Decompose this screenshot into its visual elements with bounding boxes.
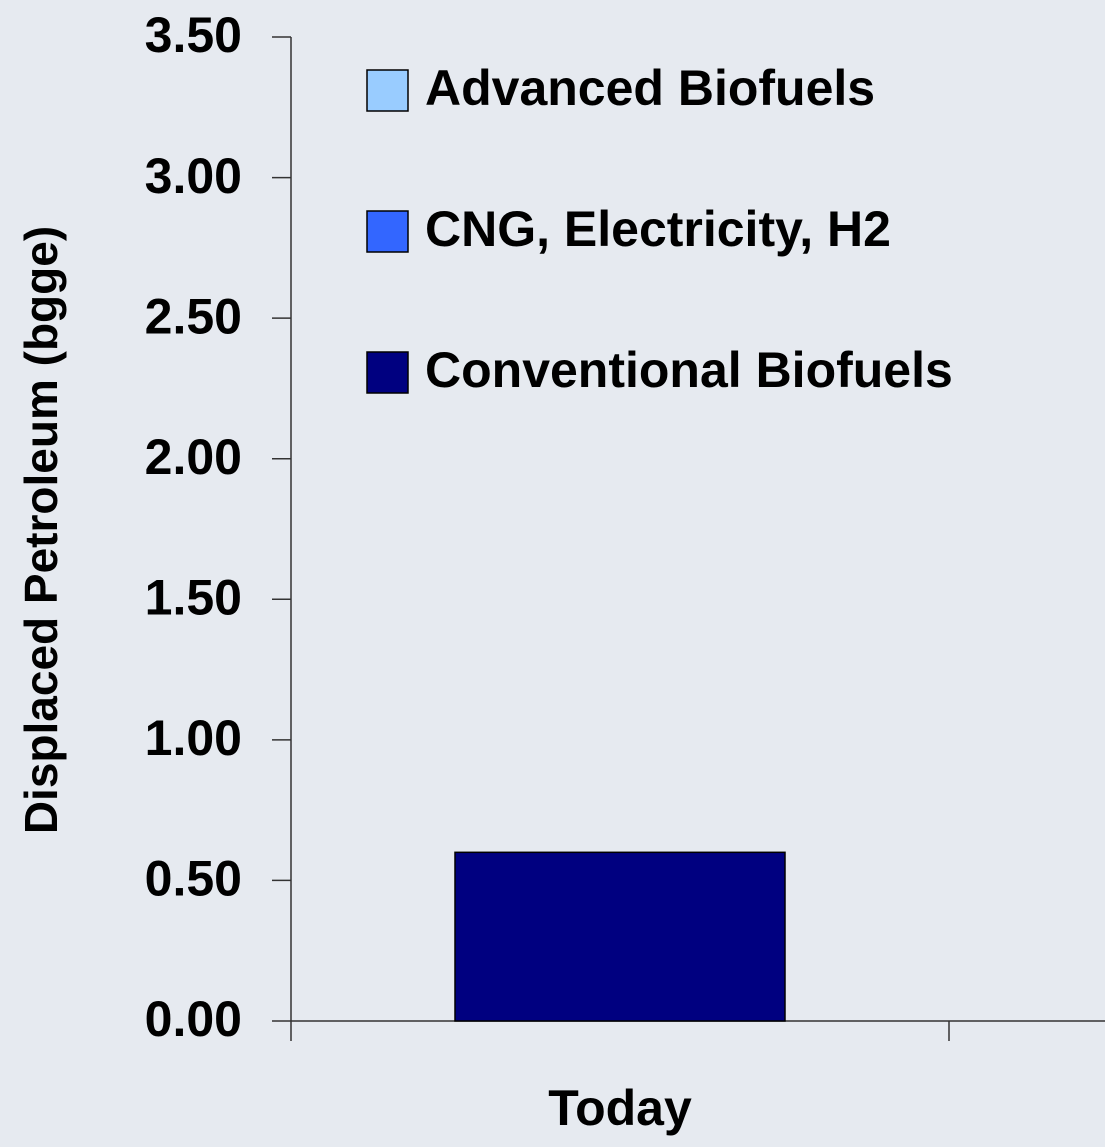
x-tick-label: Today: [548, 1080, 692, 1136]
y-tick-label: 2.50: [145, 288, 242, 344]
y-axis-label: Displaced Petroleum (bgge): [15, 226, 67, 834]
bar-segment: [454, 851, 786, 1022]
legend-swatch: [366, 351, 409, 394]
legend-label: Advanced Biofuels: [425, 60, 875, 116]
y-tick-label: 1.00: [145, 710, 242, 766]
y-tick-label: 0.00: [145, 991, 242, 1047]
y-tick-label: 3.50: [145, 7, 242, 63]
y-tick-label: 1.50: [145, 569, 242, 625]
y-tick-label: 3.00: [145, 148, 242, 204]
legend-label: Conventional Biofuels: [425, 342, 953, 398]
legend-swatch: [366, 69, 409, 112]
legend-swatch: [366, 210, 409, 253]
y-tick-label: 0.50: [145, 851, 242, 907]
y-tick-label: 2.00: [145, 429, 242, 485]
legend-label: CNG, Electricity, H2: [425, 201, 891, 257]
